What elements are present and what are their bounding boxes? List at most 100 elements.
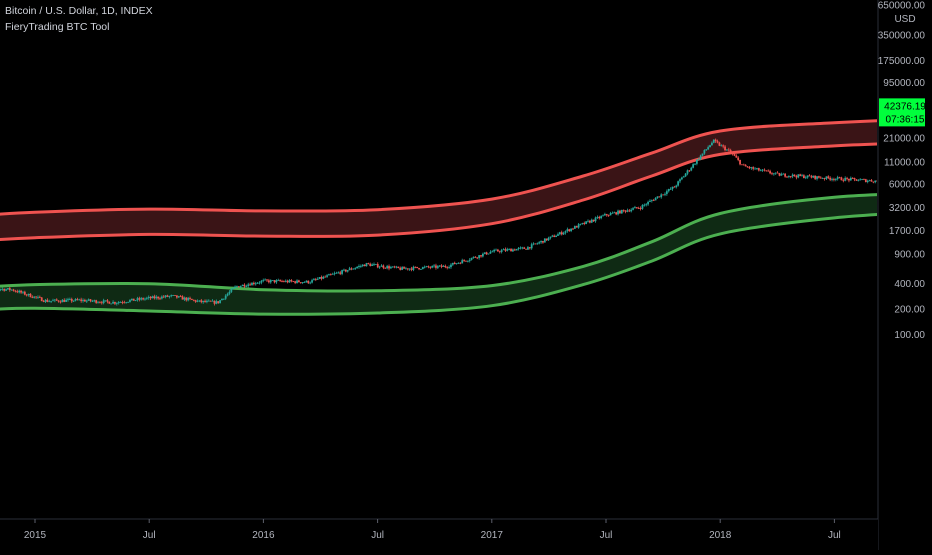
candle-body bbox=[866, 180, 869, 183]
candle-body bbox=[649, 200, 651, 202]
candle-body bbox=[129, 300, 131, 302]
candle-body bbox=[7, 288, 9, 290]
candle-body bbox=[697, 159, 700, 161]
candle-body bbox=[639, 208, 642, 209]
candle-body bbox=[461, 260, 464, 264]
candle-body bbox=[425, 266, 428, 268]
candle-body bbox=[164, 295, 167, 298]
symbol-title[interactable]: Bitcoin / U.S. Dollar, 1D, INDEX bbox=[5, 5, 153, 17]
candle-body bbox=[50, 300, 53, 302]
candle-body bbox=[78, 299, 81, 301]
candle-body bbox=[33, 296, 36, 298]
candle-body bbox=[82, 299, 84, 301]
candle-body bbox=[127, 301, 129, 303]
price-tick-label: 200.00 bbox=[894, 305, 925, 316]
candle-body bbox=[457, 262, 460, 264]
candle-body bbox=[523, 247, 526, 249]
candle-body bbox=[617, 210, 619, 215]
candle-body bbox=[470, 257, 473, 260]
candle-body bbox=[547, 237, 550, 241]
candle-body bbox=[412, 266, 415, 270]
candle-body bbox=[307, 280, 310, 284]
candle-body bbox=[221, 298, 223, 301]
candle-body bbox=[104, 300, 107, 302]
candle-body bbox=[532, 243, 535, 245]
candle-body bbox=[619, 210, 621, 214]
candle-body bbox=[585, 221, 588, 224]
candle-body bbox=[654, 198, 657, 201]
candle-body bbox=[478, 255, 481, 258]
price-tick-label: 350000.00 bbox=[878, 30, 926, 41]
candle-body bbox=[46, 299, 49, 302]
candle-body bbox=[575, 226, 578, 228]
price-tick-label: 175000.00 bbox=[878, 56, 926, 67]
candle-body bbox=[512, 249, 514, 252]
candle-body bbox=[468, 259, 471, 261]
candle-body bbox=[748, 167, 751, 169]
candle-body bbox=[774, 172, 777, 174]
candle-body bbox=[804, 177, 807, 179]
candle-body bbox=[174, 295, 176, 296]
candle-body bbox=[243, 284, 246, 287]
candle-body bbox=[607, 215, 610, 216]
candle-body bbox=[564, 231, 567, 233]
candle-body bbox=[399, 267, 402, 270]
candle-body bbox=[756, 168, 758, 169]
candle-body bbox=[57, 300, 60, 302]
candle-body bbox=[80, 299, 83, 301]
time-tick-label: Jul bbox=[143, 530, 156, 541]
candle-body bbox=[207, 300, 210, 302]
indicator-title[interactable]: FieryTrading BTC Tool bbox=[5, 21, 110, 33]
candle-body bbox=[251, 282, 253, 286]
candle-body bbox=[234, 286, 236, 288]
candle-body bbox=[515, 249, 518, 251]
upper-band-top-line bbox=[0, 119, 877, 216]
candle-body bbox=[326, 275, 328, 277]
candle-body bbox=[455, 263, 458, 265]
candle-body bbox=[159, 298, 161, 300]
candle-body bbox=[789, 176, 792, 177]
candle-body bbox=[604, 214, 606, 216]
candle-body bbox=[155, 296, 158, 299]
candle-body bbox=[534, 243, 537, 245]
candle-body bbox=[645, 204, 648, 206]
candle-body bbox=[410, 268, 413, 270]
candle-body bbox=[517, 248, 520, 250]
candle-body bbox=[737, 157, 740, 160]
candle-body bbox=[724, 146, 726, 151]
candle-body bbox=[776, 172, 779, 174]
candle-body bbox=[100, 302, 103, 304]
candle-body bbox=[814, 175, 817, 179]
candle-body bbox=[356, 266, 359, 269]
candle-body bbox=[615, 212, 618, 215]
candle-body bbox=[853, 178, 856, 180]
candle-body bbox=[801, 175, 803, 177]
candle-body bbox=[84, 299, 86, 302]
candle-body bbox=[324, 276, 327, 278]
candle-body bbox=[198, 300, 201, 302]
candle-body bbox=[590, 219, 593, 223]
candle-body bbox=[799, 174, 802, 176]
candle-body bbox=[147, 296, 150, 298]
candle-body bbox=[662, 194, 664, 196]
candle-body bbox=[560, 232, 563, 235]
candle-body bbox=[577, 224, 580, 228]
candle-body bbox=[359, 265, 362, 267]
candle-body bbox=[746, 166, 749, 168]
candle-body bbox=[369, 263, 372, 266]
candle-body bbox=[373, 264, 375, 265]
candle-body bbox=[99, 302, 101, 304]
candle-body bbox=[823, 178, 826, 180]
candle-body bbox=[628, 210, 631, 212]
candle-body bbox=[337, 272, 340, 274]
candle-body bbox=[416, 266, 419, 269]
candle-body bbox=[874, 180, 877, 183]
candle-body bbox=[271, 280, 274, 281]
candle-body bbox=[613, 212, 616, 214]
candle-body bbox=[844, 177, 847, 181]
candle-body bbox=[620, 209, 623, 214]
candle-body bbox=[8, 288, 11, 291]
candle-body bbox=[206, 300, 208, 302]
